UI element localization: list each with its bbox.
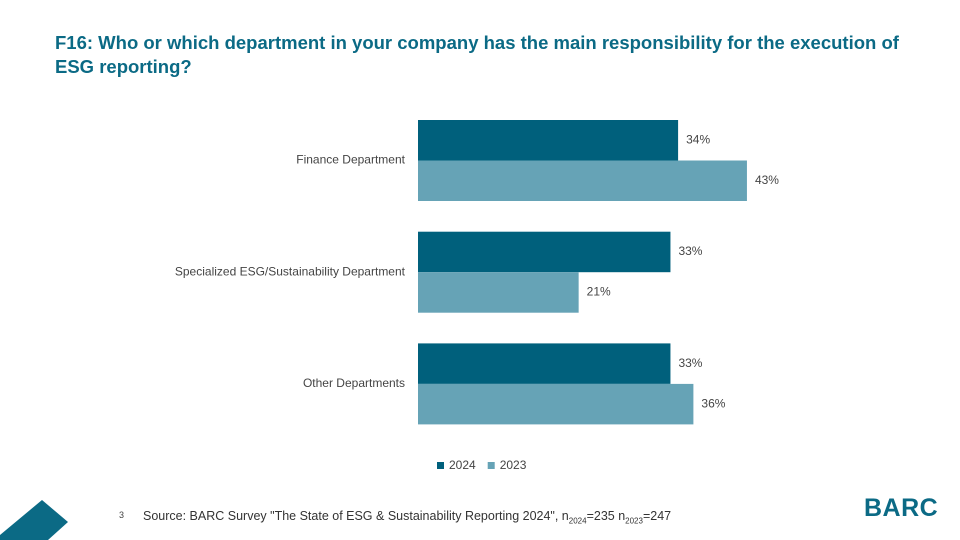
bar — [418, 343, 671, 384]
bar — [418, 231, 671, 273]
category-label: Other Departments — [303, 376, 405, 390]
logo: BARC — [864, 494, 939, 522]
value-label: 36% — [701, 396, 725, 410]
legend-label: 2024 — [449, 458, 476, 472]
decoration — [0, 500, 68, 540]
source-text: Source: BARC Survey "The State of ESG & … — [143, 509, 569, 523]
source-subscript: 2024 — [568, 516, 587, 526]
source-note: Source: BARC Survey "The State of ESG & … — [143, 509, 671, 526]
value-label: 21% — [587, 285, 611, 299]
category-label: Specialized ESG/Sustainability Departmen… — [175, 264, 406, 278]
value-label: 34% — [686, 132, 710, 146]
bar — [418, 160, 747, 201]
bar — [418, 272, 579, 313]
category-label: Finance Department — [296, 153, 405, 167]
bar — [418, 120, 679, 161]
chart-title: F16: Who or which department in your com… — [55, 32, 899, 77]
source-text: =247 — [642, 509, 672, 523]
page-number: 3 — [119, 510, 125, 520]
bar — [418, 383, 694, 425]
value-label: 43% — [755, 173, 779, 187]
legend-swatch — [487, 462, 495, 469]
source-text: =235 n — [586, 509, 626, 523]
value-label: 33% — [678, 244, 702, 258]
source-subscript: 2023 — [625, 516, 643, 526]
legend-label: 2023 — [500, 458, 527, 472]
legend-swatch — [437, 462, 444, 469]
value-label: 33% — [678, 356, 702, 370]
